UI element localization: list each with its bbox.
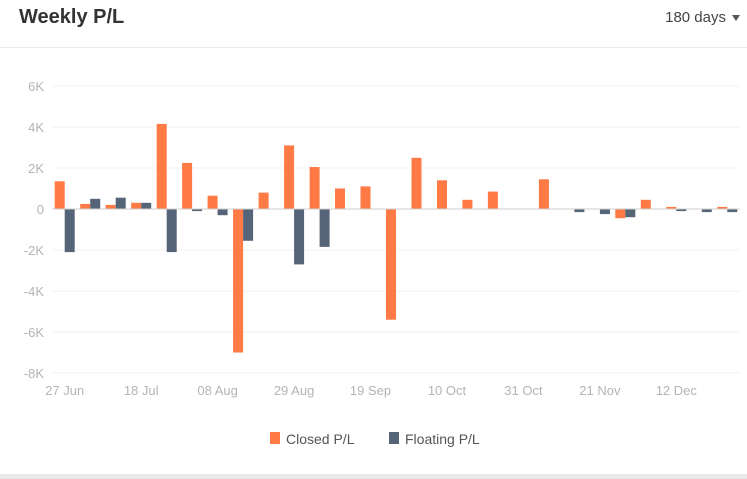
legend-item-closed[interactable]: Closed P/L (270, 431, 355, 447)
closed-pl-bar (105, 204, 116, 209)
range-dropdown-label: 180 days (665, 9, 726, 26)
y-tick-label: -8K (24, 366, 45, 381)
floating-pl-bar (701, 209, 712, 213)
closed-pl-bar (54, 181, 65, 209)
closed-pl-bar (309, 167, 320, 209)
floating-pl-bar (319, 209, 330, 247)
card-header: Weekly P/L 180 days (0, 0, 747, 48)
y-tick-label: -6K (24, 325, 45, 340)
x-tick-label: 10 Oct (428, 383, 467, 398)
legend-swatch (389, 432, 399, 444)
closed-pl-bar (437, 180, 447, 209)
closed-pl-bar (717, 206, 728, 209)
closed-pl-bar (640, 199, 651, 209)
legend-label: Closed P/L (286, 431, 355, 447)
closed-pl-bar (386, 209, 396, 320)
x-tick-label: 27 Jun (45, 383, 84, 398)
floating-pl-bar (115, 197, 126, 209)
floating-pl-bar (243, 209, 254, 241)
closed-pl-bar (462, 199, 473, 209)
closed-pl-bar (233, 209, 244, 353)
closed-pl-bar (258, 192, 269, 209)
closed-pl-bar (487, 191, 498, 209)
floating-pl-bar (727, 209, 738, 213)
x-tick-label: 08 Aug (197, 383, 238, 398)
card-title: Weekly P/L (19, 6, 125, 28)
y-tick-label: 0 (37, 202, 44, 217)
floating-pl-bar (90, 198, 101, 210)
y-tick-label: -4K (24, 284, 45, 299)
legend-swatch (270, 432, 280, 444)
bottom-divider (0, 474, 747, 479)
legend-label: Floating P/L (405, 431, 480, 447)
closed-pl-bar (182, 162, 193, 209)
legend: Closed P/L Floating P/L (270, 431, 480, 447)
closed-pl-bar (538, 179, 549, 209)
floating-pl-bar (141, 202, 152, 209)
y-tick-label: -2K (24, 243, 45, 258)
y-axis-ticks: 6K 4K 2K 0 -2K -4K -6K -8K (24, 79, 45, 381)
x-tick-label: 19 Sep (350, 383, 391, 398)
closed-pl-bar (615, 209, 626, 219)
closed-pl-bar (131, 202, 142, 209)
range-dropdown[interactable]: 180 days (665, 9, 740, 26)
y-tick-label: 4K (28, 120, 44, 135)
floating-pl-bar (217, 209, 228, 216)
closed-pl-bar (207, 195, 218, 209)
caret-down-icon (732, 14, 740, 21)
floating-pl-bar (599, 209, 610, 215)
floating-pl-bar (574, 209, 585, 213)
closed-pl-bar (335, 188, 345, 209)
x-tick-label: 18 Jul (124, 383, 159, 398)
x-tick-label: 29 Aug (274, 383, 315, 398)
bars (54, 123, 738, 353)
closed-pl-bar (411, 157, 422, 210)
floating-pl-bar (192, 209, 203, 212)
floating-pl-bar (294, 209, 305, 265)
y-tick-label: 6K (28, 79, 44, 94)
closed-pl-bar (80, 203, 91, 209)
x-tick-label: 12 Dec (656, 383, 698, 398)
closed-pl-bar (666, 206, 677, 209)
floating-pl-bar (676, 209, 687, 212)
closed-pl-bar (284, 145, 295, 209)
legend-item-floating[interactable]: Floating P/L (389, 431, 480, 447)
floating-pl-bar (625, 209, 636, 218)
x-tick-label: 21 Nov (579, 383, 621, 398)
x-axis-ticks: 27 Jun 18 Jul 08 Aug 29 Aug 19 Sep 10 Oct 31 O… (45, 383, 697, 398)
closed-pl-bar (360, 186, 371, 209)
floating-pl-bar (64, 209, 75, 253)
y-tick-label: 2K (28, 161, 44, 176)
x-tick-label: 31 Oct (504, 383, 543, 398)
floating-pl-bar (166, 209, 177, 253)
closed-pl-bar (156, 123, 167, 209)
